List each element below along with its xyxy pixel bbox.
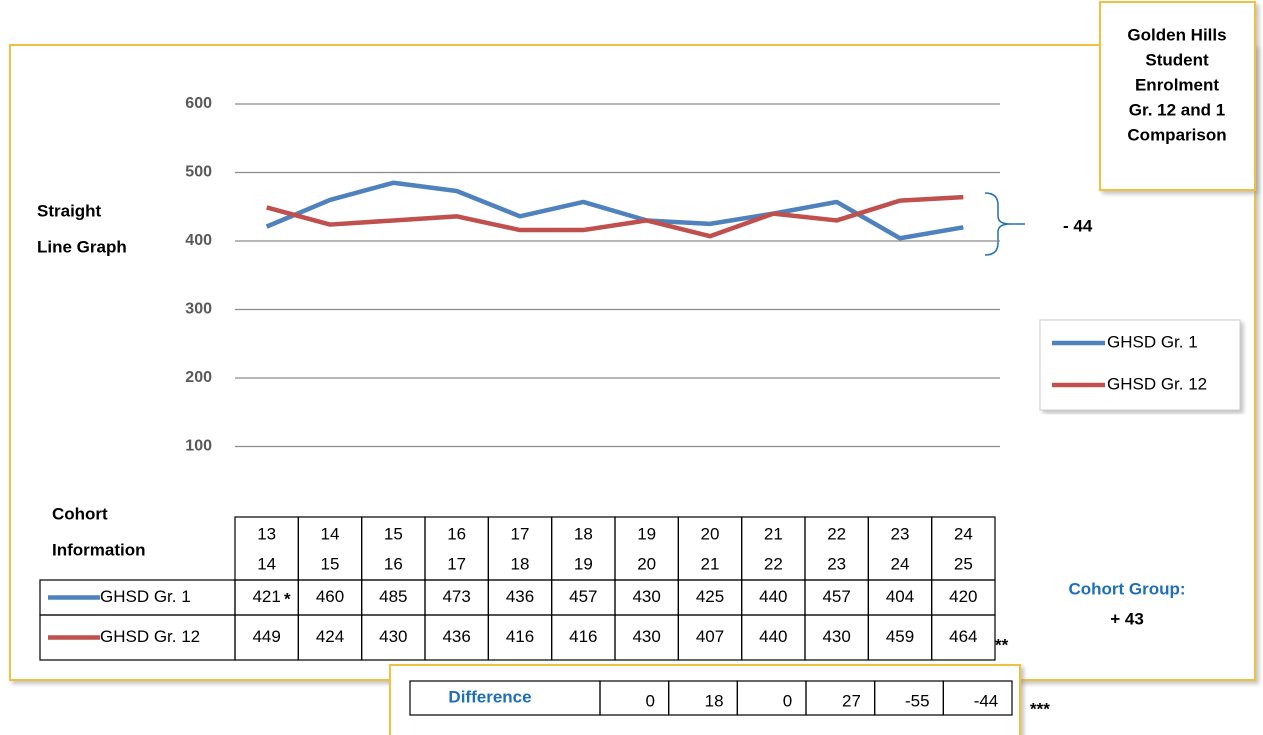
table-value: 425 (696, 587, 724, 606)
x-tick-label: 18 (511, 554, 530, 573)
table-value: 404 (886, 587, 914, 606)
difference-value: -55 (905, 691, 930, 710)
x-tick-label: 22 (827, 524, 846, 543)
x-tick-label: 25 (954, 554, 973, 573)
table-value: 440 (759, 627, 787, 646)
difference-label: Difference (448, 687, 531, 706)
table-cell (931, 614, 996, 661)
table-value: 430 (632, 587, 660, 606)
x-tick-label: 21 (764, 524, 783, 543)
difference-value: 0 (783, 691, 792, 710)
table-title: Cohort (52, 504, 108, 523)
difference-box (389, 664, 1021, 735)
table-value: 485 (379, 587, 407, 606)
x-tick-label: 23 (827, 554, 846, 573)
x-tick-label: 22 (764, 554, 783, 573)
x-tick-label: 17 (511, 524, 530, 543)
x-tick-label: 24 (891, 554, 910, 573)
table-cell (942, 680, 1013, 716)
table-value: 436 (442, 627, 470, 646)
table-value: 420 (949, 587, 977, 606)
y-tick-label: 400 (185, 232, 212, 249)
x-tick-label: 17 (447, 554, 466, 573)
row-label: GHSD Gr. 1 (100, 587, 191, 606)
chart-title: Student (1145, 50, 1209, 69)
chart-title: Golden Hills (1127, 25, 1226, 44)
table-value: 421 (252, 587, 280, 606)
chart-title: Enrolment (1135, 75, 1219, 94)
y-axis-label: Line Graph (37, 237, 127, 256)
table-value: 430 (822, 627, 850, 646)
table-value: 430 (379, 627, 407, 646)
table-value: 440 (759, 587, 787, 606)
table-value: 430 (632, 627, 660, 646)
x-tick-label: 21 (701, 554, 720, 573)
table-value: 459 (886, 627, 914, 646)
table-value: 416 (506, 627, 534, 646)
x-tick-label: 15 (321, 554, 340, 573)
y-axis-label: Straight (37, 201, 102, 220)
y-tick-label: 500 (185, 164, 212, 181)
legend-label: GHSD Gr. 12 (1107, 374, 1207, 393)
table-cell (39, 614, 236, 661)
footnote-mark: ** (995, 635, 1009, 654)
table-value: 449 (252, 627, 280, 646)
table-value: 473 (442, 587, 470, 606)
difference-value: -44 (974, 691, 999, 710)
footnote-mark: *** (1030, 699, 1050, 718)
x-tick-label: 14 (321, 524, 340, 543)
table-value: 436 (506, 587, 534, 606)
table-title: Information (52, 540, 146, 559)
y-tick-label: 100 (185, 438, 212, 455)
table-value: 424 (316, 627, 344, 646)
x-tick-label: 18 (574, 524, 593, 543)
annotation: - 44 (1063, 216, 1093, 235)
x-tick-label: 19 (574, 554, 593, 573)
title-box (1099, 1, 1256, 191)
annotation: Cohort Group: (1068, 579, 1185, 598)
x-tick-label: 16 (447, 524, 466, 543)
table-value: 457 (822, 587, 850, 606)
x-tick-label: 23 (891, 524, 910, 543)
table-value: 457 (569, 587, 597, 606)
y-tick-label: 300 (185, 301, 212, 318)
annotation: + 43 (1110, 609, 1144, 628)
legend-label: GHSD Gr. 1 (1107, 332, 1198, 351)
x-tick-label: 19 (637, 524, 656, 543)
series-line (265, 180, 964, 241)
table-value: 416 (569, 627, 597, 646)
difference-value: 0 (645, 691, 654, 710)
x-tick-label: 20 (701, 524, 720, 543)
row-label: GHSD Gr. 12 (100, 627, 200, 646)
x-tick-label: 20 (637, 554, 656, 573)
table-value: 464 (949, 627, 977, 646)
table-value: 407 (696, 627, 724, 646)
y-tick-label: 200 (185, 369, 212, 386)
series-line (266, 194, 964, 239)
chart-title: Comparison (1127, 125, 1226, 144)
x-tick-label: 14 (257, 554, 276, 573)
legend-box (1039, 319, 1241, 411)
x-tick-label: 16 (384, 554, 403, 573)
x-tick-label: 15 (384, 524, 403, 543)
x-tick-label: 24 (954, 524, 973, 543)
y-tick-label: 600 (185, 95, 212, 112)
chart-title: Gr. 12 and 1 (1129, 100, 1225, 119)
table-value: 460 (316, 587, 344, 606)
difference-value: 18 (705, 691, 724, 710)
x-tick-label: 13 (257, 524, 276, 543)
difference-value: 27 (842, 691, 861, 710)
footnote-mark: * (284, 589, 291, 608)
